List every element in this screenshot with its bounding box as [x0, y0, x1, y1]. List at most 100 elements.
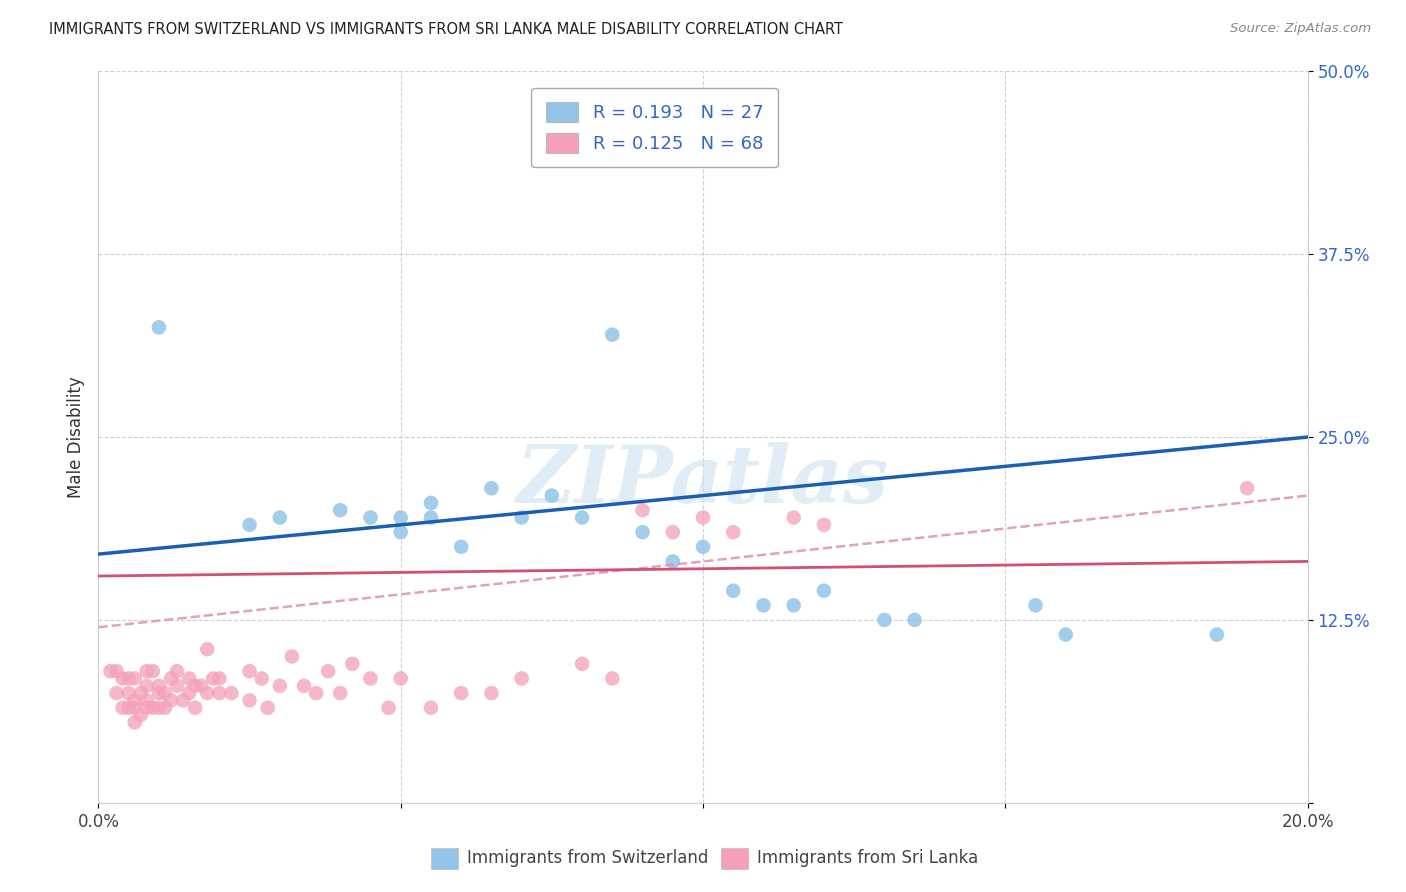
Point — [269, 510, 291, 524]
Point — [305, 686, 328, 700]
Point — [239, 517, 262, 532]
Point — [118, 686, 141, 700]
Point — [420, 510, 443, 524]
Point — [377, 700, 399, 714]
Point — [389, 510, 412, 524]
Point — [105, 686, 128, 700]
Point — [360, 672, 382, 686]
Point — [481, 686, 503, 700]
Point — [111, 700, 134, 714]
Point — [160, 672, 183, 686]
Point — [571, 510, 593, 524]
Point — [129, 708, 152, 723]
Point — [118, 672, 141, 686]
Point — [190, 679, 212, 693]
Point — [292, 679, 315, 693]
Point — [166, 679, 188, 693]
Point — [250, 672, 273, 686]
Point — [153, 700, 176, 714]
Point — [420, 496, 443, 510]
Point — [239, 693, 262, 707]
Point — [661, 554, 683, 568]
Text: Immigrants from Switzerland: Immigrants from Switzerland — [467, 848, 709, 867]
Legend: R = 0.193   N = 27, R = 0.125   N = 68: R = 0.193 N = 27, R = 0.125 N = 68 — [531, 87, 778, 167]
Point — [602, 327, 624, 342]
Point — [692, 510, 714, 524]
Point — [135, 664, 157, 678]
Point — [329, 503, 352, 517]
Point — [389, 525, 412, 540]
Point — [1024, 599, 1046, 613]
Point — [148, 686, 170, 700]
Point — [179, 686, 201, 700]
Point — [316, 664, 339, 678]
Point — [783, 510, 806, 524]
Y-axis label: Male Disability: Male Disability — [66, 376, 84, 498]
Point — [540, 489, 562, 503]
Point — [1206, 627, 1229, 641]
Point — [195, 642, 218, 657]
Point — [571, 657, 593, 671]
Text: Source: ZipAtlas.com: Source: ZipAtlas.com — [1230, 22, 1371, 36]
Point — [195, 686, 218, 700]
Point — [510, 510, 533, 524]
Point — [100, 664, 122, 678]
Point — [166, 664, 188, 678]
Point — [360, 510, 382, 524]
Point — [281, 649, 304, 664]
Point — [202, 672, 225, 686]
Point — [172, 693, 194, 707]
Point — [124, 672, 146, 686]
Point — [129, 686, 152, 700]
Point — [135, 700, 157, 714]
Point — [904, 613, 927, 627]
Point — [208, 686, 231, 700]
Point — [1236, 481, 1258, 495]
Point — [269, 679, 291, 693]
Point — [135, 679, 157, 693]
Point — [105, 664, 128, 678]
Point — [450, 686, 472, 700]
Point — [813, 583, 835, 598]
Point — [602, 672, 624, 686]
Point — [208, 672, 231, 686]
Point — [692, 540, 714, 554]
Point — [813, 517, 835, 532]
FancyBboxPatch shape — [432, 848, 457, 869]
Point — [1054, 627, 1077, 641]
Point — [124, 693, 146, 707]
Point — [179, 672, 201, 686]
Point — [111, 672, 134, 686]
Point — [723, 525, 745, 540]
Point — [239, 664, 262, 678]
Point — [256, 700, 278, 714]
Text: ZIPatlas: ZIPatlas — [517, 442, 889, 520]
Text: Immigrants from Sri Lanka: Immigrants from Sri Lanka — [758, 848, 979, 867]
Point — [124, 715, 146, 730]
Point — [135, 693, 157, 707]
Point — [342, 657, 364, 671]
Point — [184, 679, 207, 693]
Point — [221, 686, 243, 700]
Point — [450, 540, 472, 554]
Point — [723, 583, 745, 598]
Point — [752, 599, 775, 613]
Point — [153, 686, 176, 700]
Point — [631, 525, 654, 540]
Point — [873, 613, 896, 627]
Point — [631, 503, 654, 517]
Point — [148, 700, 170, 714]
Point — [329, 686, 352, 700]
Point — [389, 672, 412, 686]
Point — [148, 320, 170, 334]
Point — [160, 693, 183, 707]
Point — [481, 481, 503, 495]
Point — [510, 672, 533, 686]
Point — [661, 525, 683, 540]
Point — [420, 700, 443, 714]
Point — [783, 599, 806, 613]
Point — [148, 679, 170, 693]
FancyBboxPatch shape — [721, 848, 748, 869]
Point — [142, 700, 165, 714]
Point — [142, 664, 165, 678]
